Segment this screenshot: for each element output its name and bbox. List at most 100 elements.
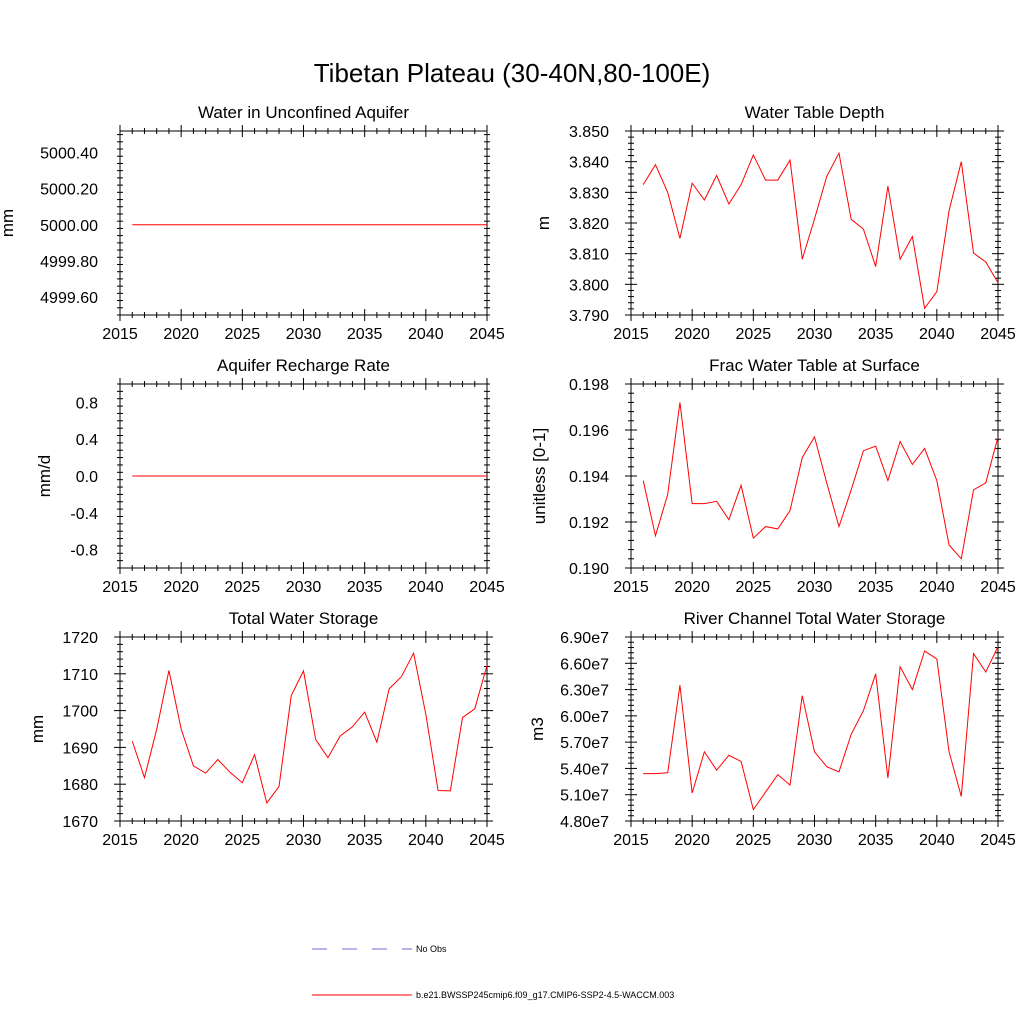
x-tick-label: 2020: [674, 832, 710, 849]
y-tick-label: 5.40e7: [560, 761, 609, 778]
y-tick-label: 3.790: [569, 308, 609, 325]
x-tick-label: 2015: [102, 326, 138, 343]
x-tick-label: 2020: [163, 832, 199, 849]
y-tick-label: -0.4: [70, 506, 98, 523]
series-line: [642, 402, 999, 560]
x-tick-label: 2040: [408, 326, 444, 343]
x-tick-label: 2040: [408, 579, 444, 596]
panel-title: Water Table Depth: [745, 103, 885, 122]
chart-panel-1: Water in Unconfined Aquifer 2015 2020 2025 2…: [0, 103, 505, 343]
legend-obs-label: No Obs: [416, 944, 447, 954]
x-tick-label: 2040: [919, 832, 955, 849]
chart-panel-6: River Channel Total Water Storage 2015 202…: [528, 609, 1016, 849]
y-tick-label: 0.198: [569, 377, 609, 394]
y-tick-label: 3.830: [569, 185, 609, 202]
x-tick-label: 2045: [980, 579, 1016, 596]
y-tick-label: 4999.60: [40, 290, 98, 307]
x-tick-label: 2045: [469, 579, 505, 596]
y-tick-label: 1670: [62, 814, 98, 831]
y-tick-label: -0.8: [70, 543, 98, 560]
x-tick-label: 2030: [286, 326, 322, 343]
legend-model-label: b.e21.BWSSP245cmip6.f09_g17.CMIP6-SSP2-4…: [416, 990, 674, 1000]
y-tick-label: 3.800: [569, 277, 609, 294]
panel-title: River Channel Total Water Storage: [684, 609, 946, 628]
chart-panel-3: Aquifer Recharge Rate 2015 2020 2025 2030 203…: [35, 356, 505, 596]
y-axis-label: m: [534, 216, 553, 230]
panel-title: Water in Unconfined Aquifer: [198, 103, 409, 122]
x-tick-label: 2040: [919, 326, 955, 343]
x-tick-label: 2015: [102, 832, 138, 849]
y-tick-label: 0.8: [76, 395, 98, 412]
y-tick-label: 6.60e7: [560, 656, 609, 673]
x-tick-label: 2015: [613, 832, 649, 849]
y-tick-label: 0.192: [569, 515, 609, 532]
x-tick-label: 2035: [347, 326, 383, 343]
y-tick-label: 5000.40: [40, 146, 98, 163]
x-tick-label: 2015: [613, 326, 649, 343]
y-axis-label: mm: [0, 209, 17, 237]
y-tick-label: 6.00e7: [560, 709, 609, 726]
x-tick-label: 2035: [347, 832, 383, 849]
x-tick-label: 2035: [858, 832, 894, 849]
y-tick-label: 5.70e7: [560, 735, 609, 752]
y-tick-label: 3.810: [569, 247, 609, 264]
x-tick-label: 2040: [408, 832, 444, 849]
y-tick-label: 6.90e7: [560, 630, 609, 647]
chart-panel-4: Frac Water Table at Surface 2015 2020 2025 2…: [530, 356, 1016, 596]
x-tick-label: 2035: [858, 326, 894, 343]
y-axis-label: mm/d: [35, 455, 54, 498]
y-tick-label: 1710: [62, 667, 98, 684]
x-tick-label: 2045: [980, 832, 1016, 849]
y-tick-label: 1680: [62, 777, 98, 794]
x-tick-label: 2020: [163, 579, 199, 596]
y-tick-label: 1700: [62, 704, 98, 721]
x-tick-label: 2035: [347, 579, 383, 596]
figure-title: Tibetan Plateau (30-40N,80-100E): [314, 58, 711, 88]
y-tick-label: 1720: [62, 630, 98, 647]
y-tick-label: 4.80e7: [560, 814, 609, 831]
x-tick-label: 2015: [102, 579, 138, 596]
y-tick-label: 1690: [62, 740, 98, 757]
x-tick-label: 2015: [613, 579, 649, 596]
plot-frame: [119, 636, 488, 822]
x-tick-label: 2020: [674, 326, 710, 343]
y-tick-label: 0.0: [76, 469, 98, 486]
chart-panels: Water in Unconfined Aquifer 2015 2020 2025 2…: [0, 103, 1016, 849]
x-tick-label: 2020: [674, 579, 710, 596]
y-tick-label: 6.30e7: [560, 683, 609, 700]
y-tick-label: 0.4: [76, 432, 98, 449]
x-tick-label: 2045: [980, 326, 1016, 343]
x-tick-label: 2025: [736, 832, 772, 849]
x-tick-label: 2025: [225, 579, 261, 596]
series-line: [642, 151, 999, 310]
panel-title: Aquifer Recharge Rate: [217, 356, 390, 375]
y-axis-label: unitless [0-1]: [530, 428, 549, 524]
y-tick-label: 4999.80: [40, 254, 98, 271]
x-tick-label: 2030: [797, 832, 833, 849]
y-tick-label: 0.194: [569, 469, 609, 486]
x-tick-label: 2020: [163, 326, 199, 343]
series-line: [131, 651, 488, 805]
y-tick-label: 0.190: [569, 561, 609, 578]
plot-frame: [630, 130, 999, 316]
y-tick-label: 5.10e7: [560, 788, 609, 805]
x-tick-label: 2025: [225, 326, 261, 343]
y-tick-label: 3.820: [569, 216, 609, 233]
x-tick-label: 2035: [858, 579, 894, 596]
plot-frame: [119, 130, 488, 316]
plot-frame: [630, 383, 999, 569]
y-axis-label: m3: [528, 717, 547, 741]
panel-title: Frac Water Table at Surface: [709, 356, 920, 375]
y-axis-label: mm: [28, 715, 47, 743]
legend: No Obs b.e21.BWSSP245cmip6.f09_g17.CMIP6…: [312, 944, 674, 1000]
x-tick-label: 2045: [469, 832, 505, 849]
y-tick-label: 3.840: [569, 155, 609, 172]
x-tick-label: 2025: [225, 832, 261, 849]
x-tick-label: 2030: [286, 579, 322, 596]
y-tick-label: 0.196: [569, 423, 609, 440]
x-tick-label: 2045: [469, 326, 505, 343]
y-tick-label: 5000.00: [40, 218, 98, 235]
x-tick-label: 2030: [797, 579, 833, 596]
x-tick-label: 2030: [286, 832, 322, 849]
